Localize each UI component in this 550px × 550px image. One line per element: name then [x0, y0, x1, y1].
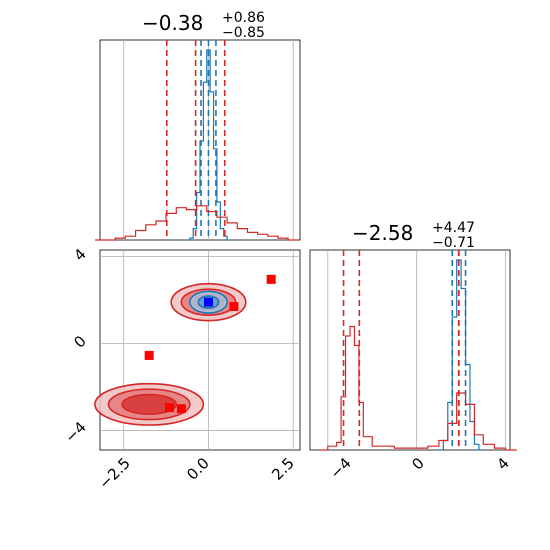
joint-xtick-label: −2.5 — [95, 454, 133, 492]
joint-marker — [266, 274, 276, 284]
joint-marker — [229, 302, 239, 312]
y-marginal-panel — [318, 250, 517, 451]
y-marginal-histogram-step — [438, 259, 484, 451]
x-marginal-title: −0.38 +0.86 −0.85 — [142, 10, 265, 41]
y-marginal-xtick-label: 0 — [408, 454, 427, 473]
joint-marker — [164, 403, 174, 413]
x-title-minus: −0.85 — [222, 25, 265, 41]
x-title-plus: +0.86 — [222, 10, 265, 26]
joint-xtick-label: 2.5 — [268, 454, 298, 484]
x-marginal-panel — [94, 40, 299, 241]
y-marginal-xtick-label: −4 — [326, 454, 354, 482]
joint-marker — [203, 297, 213, 307]
joint-xtick-label: 0.0 — [183, 454, 213, 484]
joint-contour — [121, 393, 178, 415]
joint-marker — [144, 350, 154, 360]
y-title-minus: −0.71 — [432, 235, 475, 251]
x-marginal-frame — [99, 39, 301, 241]
joint-panel — [94, 250, 300, 450]
y-marginal-frame — [309, 249, 511, 451]
joint-ytick-label: 4 — [70, 245, 89, 264]
y-marginal-xtick-label: 4 — [493, 454, 512, 473]
y-title-median: −2.58 — [352, 221, 413, 245]
y-title-plus: +4.47 — [432, 220, 475, 236]
y-marginal-histogram-step — [318, 325, 517, 451]
joint-ytick-label: 0 — [70, 332, 89, 351]
joint-ytick-label: −4 — [61, 418, 89, 446]
y-marginal-title: −2.58 +4.47 −0.71 — [352, 220, 475, 251]
x-title-median: −0.38 — [142, 11, 203, 35]
joint-marker — [176, 404, 186, 414]
x-marginal-histogram-step — [94, 205, 299, 241]
joint-frame — [99, 249, 301, 451]
